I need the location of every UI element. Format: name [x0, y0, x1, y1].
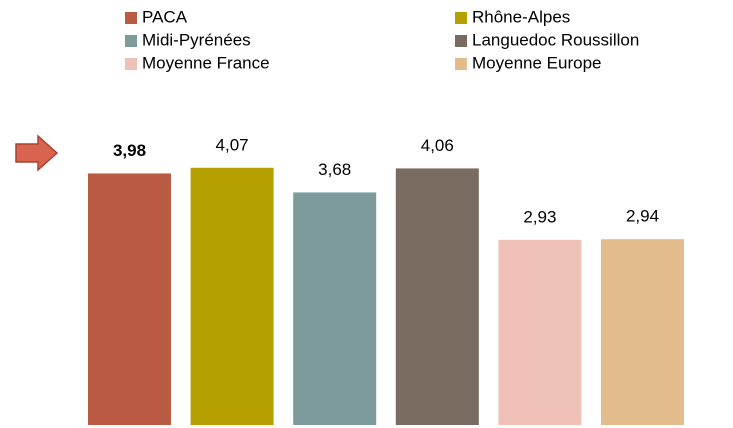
legend-label: Languedoc Roussillon	[472, 30, 639, 49]
legend-swatch	[455, 35, 467, 47]
bar	[88, 173, 171, 425]
value-label: 4,06	[421, 136, 454, 155]
legend-label: Midi-Pyrénées	[142, 30, 251, 49]
legend-swatch	[125, 12, 137, 24]
legend-swatch	[125, 35, 137, 47]
legend-label: Moyenne Europe	[472, 53, 601, 72]
value-label: 3,98	[113, 141, 146, 160]
bar	[498, 239, 582, 425]
value-label: 4,07	[216, 135, 249, 154]
bar	[293, 192, 377, 425]
legend-label: Moyenne France	[142, 53, 270, 72]
legend-swatch	[125, 58, 137, 70]
legend-label: PACA	[142, 7, 188, 26]
bar	[190, 167, 274, 425]
bar	[395, 168, 479, 425]
value-label: 2,93	[523, 207, 556, 226]
legend-swatch	[455, 12, 467, 24]
legend-swatch	[455, 58, 467, 70]
value-label: 2,94	[626, 207, 659, 226]
legend-label: Rhône-Alpes	[472, 7, 570, 26]
bar	[601, 239, 684, 425]
value-label: 3,68	[318, 160, 351, 179]
arrow	[15, 134, 59, 172]
